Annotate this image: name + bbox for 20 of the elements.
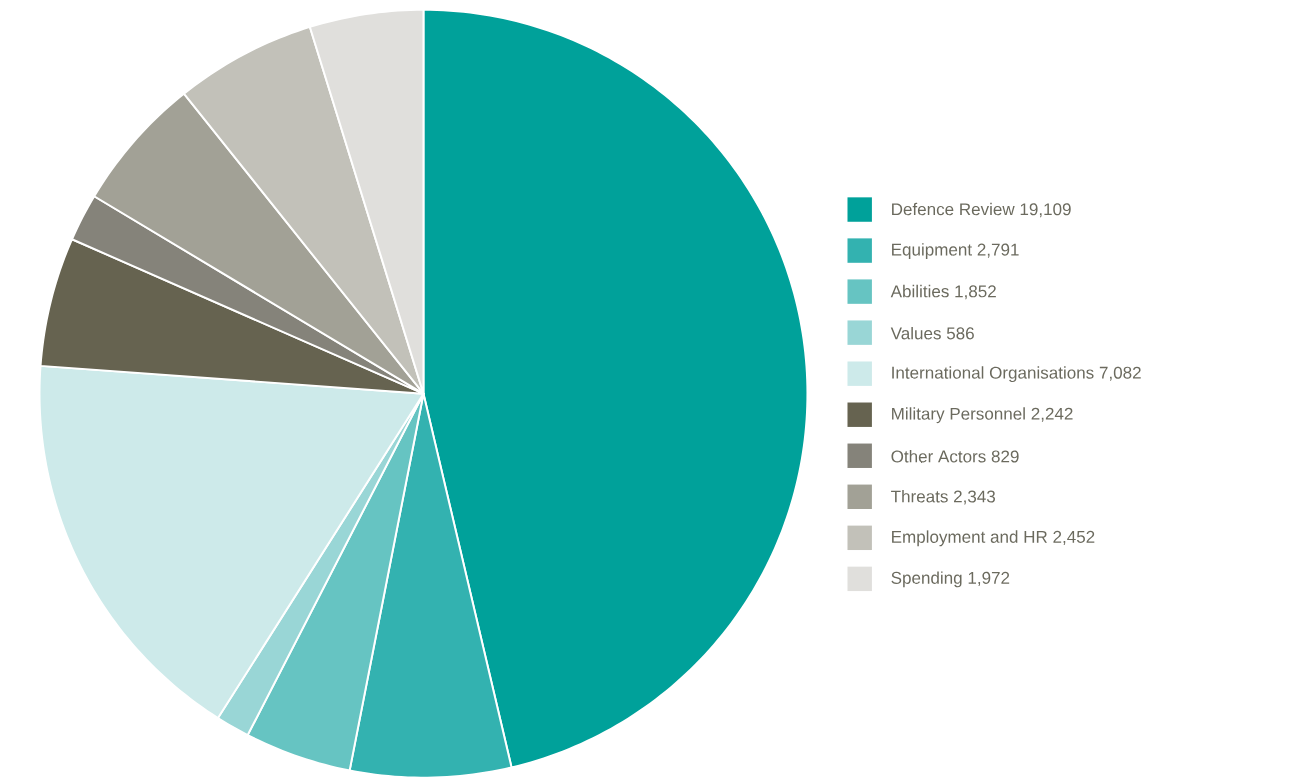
data-label: 2,343 [954, 490, 996, 505]
legend-label: Equipment [892, 243, 972, 260]
legend-label: Abilities [890, 285, 949, 298]
legend-label: Spending [891, 571, 962, 588]
legend-label: International Organisations [892, 366, 1094, 383]
legend-label: Employment and HR [892, 530, 1047, 547]
data-label: 586 [946, 327, 974, 340]
data-label: 2,452 [1053, 530, 1095, 546]
data-label: 7,082 [1099, 366, 1141, 381]
data-label: 1,972 [968, 572, 1010, 587]
data-label: 829 [991, 450, 1019, 463]
data-label: 19,109 [1020, 203, 1071, 218]
legend-label: Values [890, 327, 941, 340]
legend-label: Defence Review [892, 202, 1015, 216]
legend-label: Military Personnel [892, 407, 1025, 424]
data-label: 2,242 [1031, 407, 1073, 422]
data-label: 1,852 [955, 285, 996, 300]
legend-label: Other Actors [891, 450, 986, 463]
data-label: 2,791 [977, 243, 1019, 258]
legend-label: Threats [891, 490, 948, 503]
